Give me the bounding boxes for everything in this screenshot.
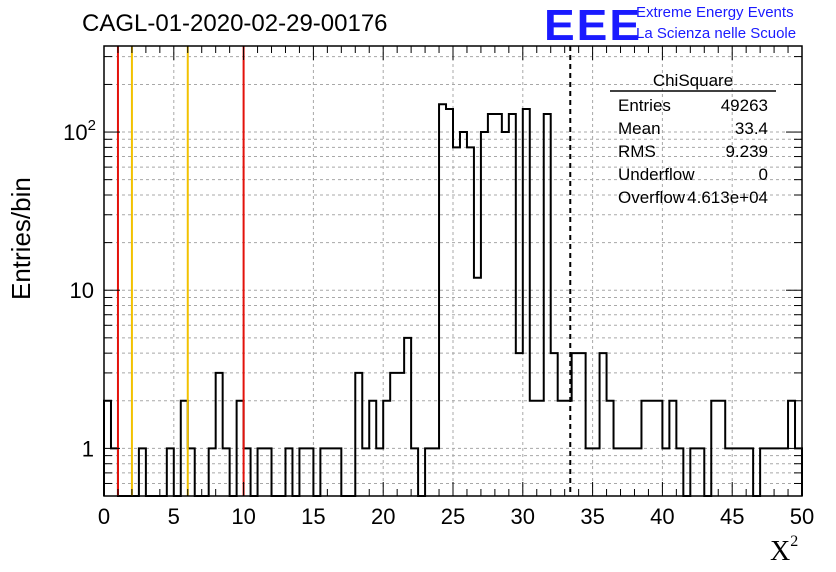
x-tick-label: 5 xyxy=(168,504,180,529)
histogram-bin xyxy=(216,373,223,496)
histogram-bin xyxy=(467,147,474,496)
y-tick-label: 102 xyxy=(63,117,96,145)
histogram-bin xyxy=(551,353,558,496)
axis-ticks xyxy=(103,46,803,497)
histogram-bin xyxy=(390,373,397,496)
stats-box: ChiSquare Entries 49263 Mean 33.4 RMS 9.239 Und… xyxy=(610,71,776,207)
stats-row-value: 49263 xyxy=(721,96,768,115)
stats-row-value: 0 xyxy=(759,165,768,184)
y-tick-label: 1 xyxy=(82,436,94,461)
histogram-bin xyxy=(460,132,467,496)
histogram-outline xyxy=(103,103,803,497)
x-tick-label: 0 xyxy=(98,504,110,529)
x-tick-label: 40 xyxy=(650,504,674,529)
histogram-bin xyxy=(572,353,579,496)
x-tick-label: 10 xyxy=(231,504,255,529)
x-tick-label: 50 xyxy=(790,504,814,529)
histogram-bars xyxy=(103,103,803,497)
histogram-bin xyxy=(502,132,509,496)
stats-row-label: Underflow xyxy=(618,165,695,184)
stats-row-label: Overflow xyxy=(618,188,686,207)
histogram-bin xyxy=(600,353,607,496)
marker-lines xyxy=(116,46,572,496)
y-tick-label: 10 xyxy=(70,278,94,303)
histogram-bin xyxy=(439,104,446,496)
histogram-bin xyxy=(453,147,460,496)
x-tick-label: 35 xyxy=(580,504,604,529)
stats-row-value: 33.4 xyxy=(735,119,768,138)
tick-labels: 0 5 10 15 20 25 30 35 40 45 50 1 10 102 xyxy=(63,117,814,529)
histogram-bin xyxy=(495,114,502,496)
histogram-bin xyxy=(544,114,551,496)
histogram-bin xyxy=(481,132,488,496)
x-tick-label: 30 xyxy=(511,504,535,529)
histogram-bin xyxy=(355,373,362,496)
histogram-bin xyxy=(509,114,516,496)
stats-row-label: Entries xyxy=(618,96,671,115)
stats-row-value: 4.613e+04 xyxy=(687,188,768,207)
histogram-bin xyxy=(579,353,586,496)
x-tick-label: 20 xyxy=(371,504,395,529)
stats-row-label: RMS xyxy=(618,142,656,161)
y-axis-label: Entries/bin xyxy=(6,177,36,300)
stats-row-label: Mean xyxy=(618,119,661,138)
eee-logo: EEE xyxy=(544,0,643,50)
logo-line-2: La Scienza nelle Scuole xyxy=(636,25,797,42)
histogram-bin xyxy=(397,373,404,496)
x-tick-label: 25 xyxy=(441,504,465,529)
x-axis-label: X2 xyxy=(770,532,799,567)
histogram-bin xyxy=(404,338,411,496)
logo-line-1: Extreme Energy Events xyxy=(636,4,794,21)
stats-box-title: ChiSquare xyxy=(653,71,733,90)
x-tick-label: 45 xyxy=(720,504,744,529)
chart-title: CAGL-01-2020-02-29-00176 xyxy=(82,10,388,37)
histogram-bin xyxy=(516,353,523,496)
stats-row-value: 9.239 xyxy=(725,142,768,161)
x-tick-label: 15 xyxy=(301,504,325,529)
histogram-bin xyxy=(488,114,495,496)
